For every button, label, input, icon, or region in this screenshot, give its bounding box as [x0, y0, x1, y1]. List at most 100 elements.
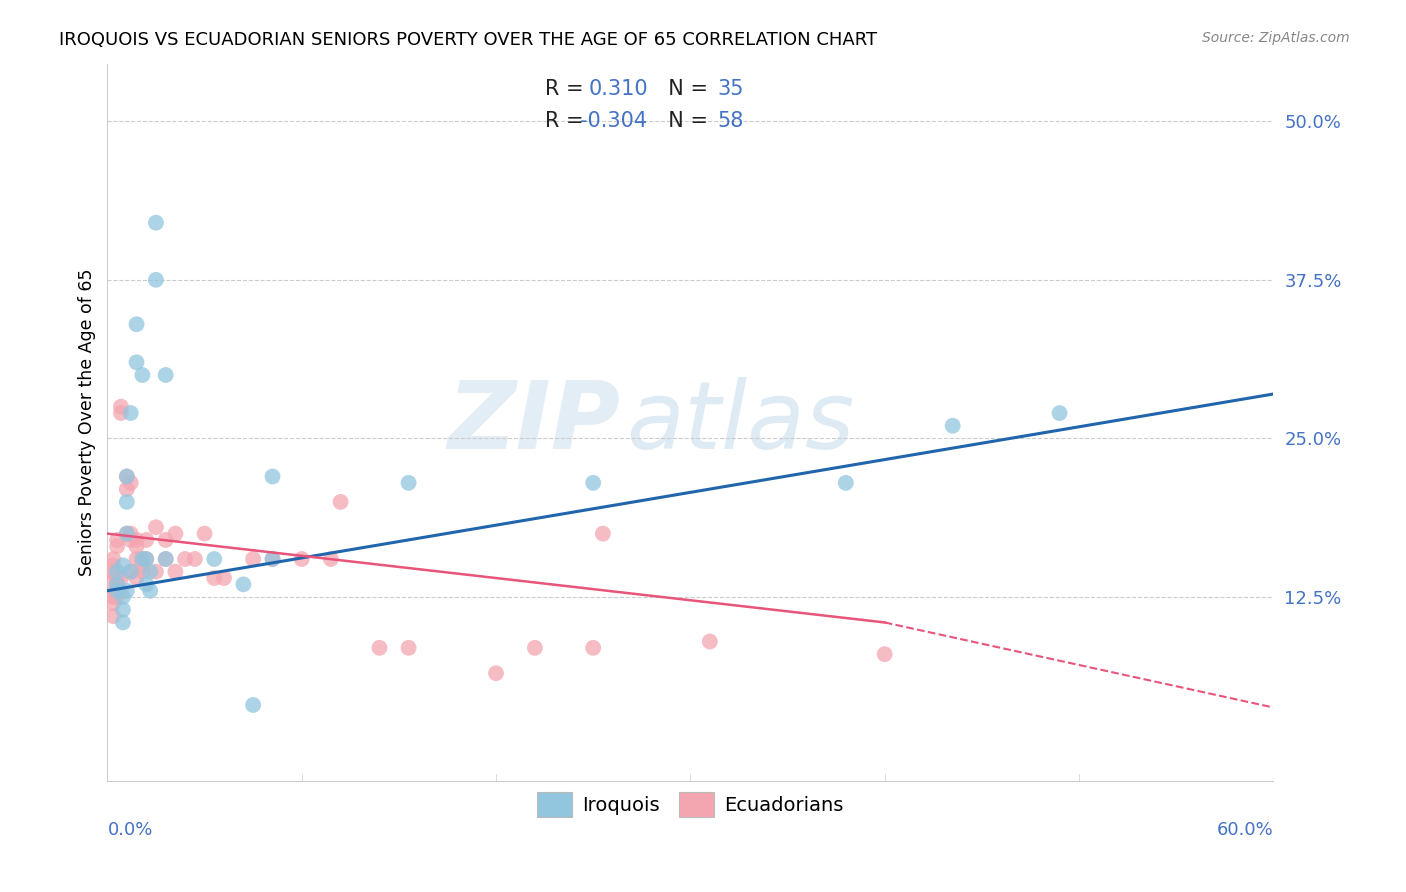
Point	[155, 368, 177, 382]
Text: 0.0%: 0.0%	[107, 821, 153, 838]
Text: 60.0%: 60.0%	[1216, 821, 1274, 838]
Point	[193, 526, 215, 541]
Text: N =: N =	[655, 112, 716, 131]
Text: R =: R =	[544, 112, 591, 131]
Point	[291, 552, 314, 566]
Point	[111, 558, 134, 573]
Point	[105, 539, 128, 553]
Point	[155, 533, 177, 547]
Point	[523, 640, 546, 655]
Point	[105, 565, 128, 579]
Point	[155, 552, 177, 566]
Text: R =: R =	[544, 79, 596, 99]
Point	[319, 552, 342, 566]
Point	[103, 552, 125, 566]
Point	[120, 406, 142, 420]
Text: 58: 58	[717, 112, 744, 131]
Legend: Iroquois, Ecuadorians: Iroquois, Ecuadorians	[530, 785, 851, 825]
Point	[103, 583, 125, 598]
Point	[873, 647, 896, 661]
Point	[131, 368, 153, 382]
Point	[202, 552, 225, 566]
Point	[105, 590, 128, 604]
Point	[111, 590, 134, 604]
Text: atlas: atlas	[626, 377, 855, 468]
Point	[145, 565, 167, 579]
Point	[262, 469, 284, 483]
Point	[135, 552, 157, 566]
Y-axis label: Seniors Poverty Over the Age of 65: Seniors Poverty Over the Age of 65	[79, 268, 96, 576]
Point	[592, 526, 614, 541]
Point	[125, 539, 148, 553]
Point	[103, 558, 125, 573]
Point	[131, 558, 153, 573]
Point	[110, 400, 132, 414]
Point	[485, 666, 508, 681]
Point	[398, 640, 420, 655]
Point	[131, 552, 153, 566]
Point	[110, 583, 132, 598]
Point	[368, 640, 391, 655]
Point	[125, 571, 148, 585]
Point	[120, 565, 142, 579]
Point	[125, 355, 148, 369]
Point	[125, 552, 148, 566]
Point	[120, 475, 142, 490]
Text: 0.310: 0.310	[589, 79, 648, 99]
Point	[103, 596, 125, 610]
Point	[105, 533, 128, 547]
Point	[103, 609, 125, 624]
Point	[115, 495, 138, 509]
Point	[115, 583, 138, 598]
Point	[110, 406, 132, 420]
Point	[202, 571, 225, 585]
Point	[835, 475, 858, 490]
Point	[125, 317, 148, 331]
Point	[242, 698, 264, 712]
Point	[398, 475, 420, 490]
Point	[135, 577, 157, 591]
Point	[165, 565, 187, 579]
Point	[110, 571, 132, 585]
Point	[131, 552, 153, 566]
Point	[103, 590, 125, 604]
Point	[105, 583, 128, 598]
Point	[582, 475, 605, 490]
Point	[165, 526, 187, 541]
Text: IROQUOIS VS ECUADORIAN SENIORS POVERTY OVER THE AGE OF 65 CORRELATION CHART: IROQUOIS VS ECUADORIAN SENIORS POVERTY O…	[59, 31, 877, 49]
Point	[120, 565, 142, 579]
Point	[174, 552, 197, 566]
Point	[699, 634, 721, 648]
Text: N =: N =	[655, 79, 716, 99]
Point	[115, 469, 138, 483]
Point	[135, 552, 157, 566]
Point	[115, 526, 138, 541]
Point	[145, 273, 167, 287]
Text: Source: ZipAtlas.com: Source: ZipAtlas.com	[1202, 31, 1350, 45]
Text: -0.304: -0.304	[579, 112, 647, 131]
Point	[125, 533, 148, 547]
Point	[242, 552, 264, 566]
Point	[111, 615, 134, 630]
Point	[105, 583, 128, 598]
Point	[139, 565, 162, 579]
Point	[103, 565, 125, 579]
Text: ZIP: ZIP	[447, 376, 620, 468]
Point	[105, 577, 128, 591]
Text: 35: 35	[717, 79, 744, 99]
Point	[145, 520, 167, 534]
Point	[139, 583, 162, 598]
Point	[942, 418, 965, 433]
Point	[120, 533, 142, 547]
Point	[1049, 406, 1071, 420]
Point	[115, 526, 138, 541]
Point	[131, 565, 153, 579]
Point	[111, 603, 134, 617]
Point	[212, 571, 235, 585]
Point	[135, 533, 157, 547]
Point	[120, 526, 142, 541]
Point	[155, 552, 177, 566]
Point	[105, 571, 128, 585]
Point	[262, 552, 284, 566]
Point	[184, 552, 207, 566]
